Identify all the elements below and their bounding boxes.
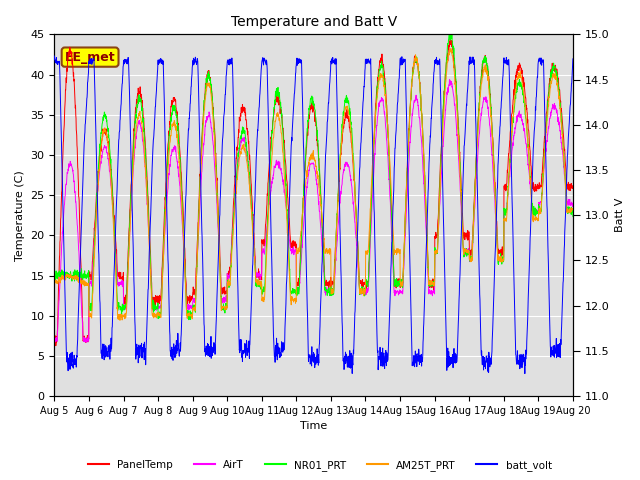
X-axis label: Time: Time	[300, 421, 327, 432]
Legend: PanelTemp, AirT, NR01_PRT, AM25T_PRT, batt_volt: PanelTemp, AirT, NR01_PRT, AM25T_PRT, ba…	[84, 456, 556, 475]
Y-axis label: Temperature (C): Temperature (C)	[15, 170, 25, 261]
Text: EE_met: EE_met	[65, 50, 115, 64]
Title: Temperature and Batt V: Temperature and Batt V	[230, 15, 397, 29]
Y-axis label: Batt V: Batt V	[615, 198, 625, 232]
